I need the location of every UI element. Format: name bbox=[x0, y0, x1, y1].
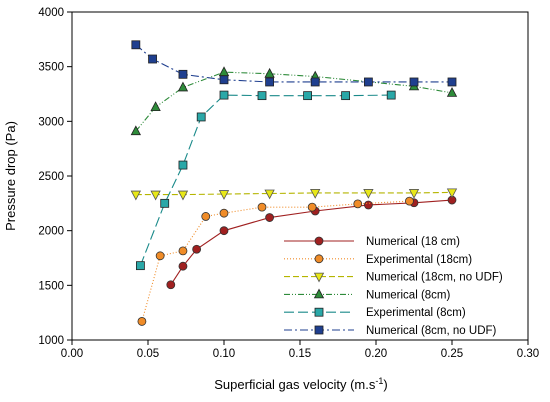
series-5-point bbox=[160, 198, 170, 208]
series-6-point bbox=[447, 77, 457, 87]
x-tick-label: 0.30 bbox=[517, 348, 539, 360]
series-4-point bbox=[150, 101, 161, 112]
series-2-point bbox=[353, 199, 363, 209]
series-2-point bbox=[405, 196, 414, 206]
legend-marker-3 bbox=[313, 272, 325, 283]
series-6-point bbox=[131, 40, 141, 50]
series-line-3 bbox=[135, 191, 453, 196]
series-5-point bbox=[196, 112, 206, 122]
legend-marker-6 bbox=[314, 325, 324, 335]
legend-marker-1 bbox=[314, 236, 324, 246]
series-5-point bbox=[341, 91, 351, 101]
x-tick-label: 0.25 bbox=[441, 348, 463, 360]
series-2-point bbox=[201, 212, 211, 221]
series-1-point bbox=[166, 280, 176, 290]
series-5-point bbox=[386, 90, 396, 100]
series-6-point bbox=[363, 77, 373, 87]
series-6-point bbox=[409, 77, 419, 87]
series-1-point bbox=[192, 244, 202, 254]
series-6-point bbox=[265, 77, 275, 87]
legend-label-2: Experimental (18cm) bbox=[366, 254, 472, 266]
series-line-6 bbox=[135, 44, 452, 83]
series-line-5 bbox=[139, 94, 392, 266]
series-3-point bbox=[264, 189, 275, 200]
series-4-point bbox=[446, 87, 458, 97]
series-5-point bbox=[178, 160, 188, 170]
series-3-point bbox=[177, 190, 189, 201]
series-2-point bbox=[178, 246, 188, 256]
series-4-point bbox=[130, 125, 142, 136]
series-5-point bbox=[303, 91, 313, 101]
series-1-point bbox=[363, 200, 373, 210]
x-tick-label: 0.20 bbox=[365, 348, 387, 360]
legend-label-3: Numerical (18cm, no UDF) bbox=[366, 272, 503, 284]
legend-label-5: Experimental (8cm) bbox=[366, 307, 466, 319]
legend-marker-2 bbox=[314, 254, 324, 264]
x-tick-label: 0.05 bbox=[137, 348, 159, 360]
legend-marker-4 bbox=[313, 288, 325, 299]
y-axis-title: Pressure drop (Pa) bbox=[3, 121, 18, 231]
series-1-point bbox=[219, 226, 229, 236]
series-3-point bbox=[218, 190, 230, 200]
series-6-point bbox=[178, 69, 188, 79]
legend-label-6: Numerical (8cm, no UDF) bbox=[366, 325, 497, 337]
series-2-point bbox=[257, 202, 267, 212]
series-5-point bbox=[219, 90, 229, 100]
x-tick-label: 0.10 bbox=[213, 348, 235, 360]
series-4-point bbox=[177, 81, 189, 92]
legend-marker-5 bbox=[314, 307, 324, 317]
series-6-point bbox=[310, 77, 320, 87]
series-4-point bbox=[264, 67, 275, 78]
y-tick-label: 3500 bbox=[38, 62, 64, 74]
series-3-point bbox=[446, 188, 458, 199]
series-3-point bbox=[408, 189, 420, 199]
y-tick-label: 2500 bbox=[38, 171, 64, 183]
y-tick-label: 4000 bbox=[38, 7, 64, 19]
legend-label-1: Numerical (18 cm) bbox=[366, 236, 460, 248]
series-5-point bbox=[257, 91, 267, 101]
series-2-point bbox=[307, 202, 317, 212]
series-line-2 bbox=[141, 200, 410, 322]
y-tick-label: 1000 bbox=[38, 335, 64, 347]
series-3-point bbox=[363, 189, 374, 199]
series-1-point bbox=[265, 213, 275, 222]
series-2-point bbox=[155, 251, 165, 261]
series-3-point bbox=[310, 189, 321, 199]
series-6-point bbox=[148, 54, 157, 64]
series-1-point bbox=[178, 261, 188, 271]
series-5-point bbox=[135, 261, 145, 271]
series-2-point bbox=[137, 317, 147, 326]
y-tick-label: 1500 bbox=[38, 280, 64, 292]
x-tick-label: 0.15 bbox=[289, 348, 311, 360]
series-6-point bbox=[219, 75, 229, 85]
y-tick-label: 2000 bbox=[38, 226, 64, 238]
x-axis-title: Superficial gas velocity (m.s-1) bbox=[214, 376, 387, 392]
legend-label-4: Numerical (8cm) bbox=[366, 289, 451, 301]
series-line-4 bbox=[135, 71, 453, 132]
series-3-point bbox=[130, 190, 142, 201]
x-tick-label: 0.00 bbox=[61, 348, 83, 360]
y-tick-label: 3000 bbox=[38, 116, 64, 128]
series-3-point bbox=[150, 190, 161, 201]
series-2-point bbox=[219, 208, 229, 218]
